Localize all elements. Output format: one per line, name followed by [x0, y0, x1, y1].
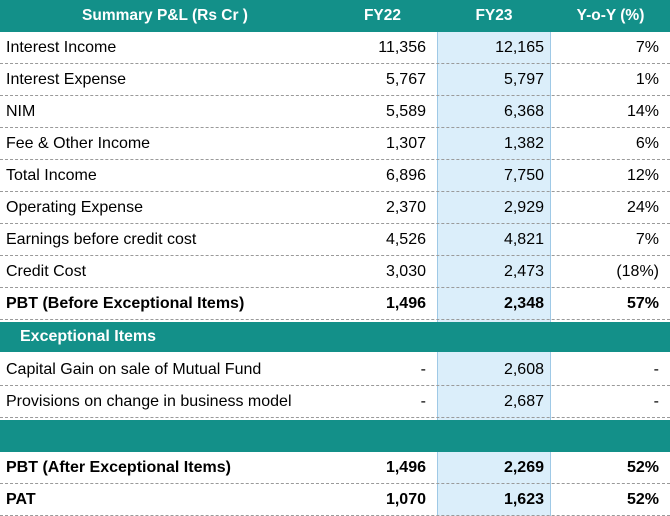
- header-yoy: Y-o-Y (%): [576, 7, 645, 24]
- table-row: PAT 1,070 1,623 52%: [0, 484, 670, 516]
- row-fy23: 1,382: [503, 134, 544, 152]
- row-label: Total Income: [6, 166, 97, 184]
- row-label: Operating Expense: [6, 198, 143, 216]
- exceptional-items-header: Exceptional Items: [0, 322, 670, 352]
- section-divider-band: [0, 420, 670, 452]
- table-row: PBT (Before Exceptional Items) 1,496 2,3…: [0, 288, 670, 320]
- table-row: Credit Cost 3,030 2,473 (18%): [0, 256, 670, 288]
- row-label: Credit Cost: [6, 262, 87, 280]
- table-row: Capital Gain on sale of Mutual Fund - 2,…: [0, 354, 670, 386]
- row-label: NIM: [6, 102, 36, 120]
- row-fy23: 6,368: [503, 102, 544, 120]
- row-yoy: 7%: [635, 38, 659, 56]
- row-yoy: 12%: [626, 166, 659, 184]
- row-fy23: 2,269: [503, 458, 544, 476]
- row-fy22: 2,370: [385, 198, 426, 216]
- row-fy23: 5,797: [503, 70, 544, 88]
- row-fy23: 2,473: [503, 262, 544, 280]
- header-fy23: FY23: [475, 7, 513, 24]
- row-label: Provisions on change in business model: [6, 392, 292, 410]
- table-row: Provisions on change in business model -…: [0, 386, 670, 418]
- row-fy22: 5,767: [385, 70, 426, 88]
- row-label: Fee & Other Income: [6, 134, 151, 152]
- row-fy23: 12,165: [495, 38, 544, 56]
- row-fy23: 2,348: [503, 294, 544, 312]
- row-yoy: (18%): [616, 262, 659, 280]
- table-row: Interest Expense 5,767 5,797 1%: [0, 64, 670, 96]
- row-fy23: 2,687: [503, 392, 544, 410]
- row-yoy: -: [653, 360, 659, 378]
- row-label: Interest Income: [6, 38, 117, 56]
- row-yoy: -: [653, 392, 659, 410]
- row-yoy: 57%: [626, 294, 659, 312]
- row-label: PBT (Before Exceptional Items): [6, 294, 245, 312]
- row-label: PAT: [6, 490, 36, 508]
- row-fy23: 2,929: [503, 198, 544, 216]
- row-fy23: 7,750: [503, 166, 544, 184]
- row-fy22: 1,070: [385, 490, 426, 508]
- table-row: Total Income 6,896 7,750 12%: [0, 160, 670, 192]
- row-fy23: 4,821: [503, 230, 544, 248]
- row-fy22: -: [420, 360, 426, 378]
- table-row: NIM 5,589 6,368 14%: [0, 96, 670, 128]
- row-fy22: 11,356: [378, 38, 426, 56]
- row-fy22: -: [420, 392, 426, 410]
- row-fy23: 1,623: [503, 490, 544, 508]
- row-yoy: 14%: [626, 102, 659, 120]
- row-yoy: 7%: [635, 230, 659, 248]
- header-fy22: FY22: [363, 7, 402, 24]
- row-label: Interest Expense: [6, 70, 127, 88]
- row-fy22: 3,030: [385, 262, 426, 280]
- row-label: PBT (After Exceptional Items): [6, 458, 231, 476]
- row-fy22: 6,896: [385, 166, 426, 184]
- table-row: Interest Income 11,356 12,165 7%: [0, 32, 670, 64]
- header-label: Summary P&L (Rs Cr ): [82, 7, 248, 24]
- row-fy22: 1,496: [385, 294, 426, 312]
- row-fy22: 5,589: [385, 102, 426, 120]
- row-yoy: 52%: [626, 458, 659, 476]
- table-header: Summary P&L (Rs Cr ) FY22 FY23 Y-o-Y (%): [0, 0, 670, 32]
- row-fy22: 4,526: [385, 230, 426, 248]
- row-fy22: 1,307: [385, 134, 426, 152]
- row-fy22: 1,496: [385, 458, 426, 476]
- table-row: Earnings before credit cost 4,526 4,821 …: [0, 224, 670, 256]
- row-fy23: 2,608: [503, 360, 544, 378]
- row-label: Earnings before credit cost: [6, 230, 197, 248]
- row-yoy: 6%: [635, 134, 659, 152]
- row-yoy: 52%: [626, 490, 659, 508]
- table-row: PBT (After Exceptional Items) 1,496 2,26…: [0, 452, 670, 484]
- row-yoy: 1%: [635, 70, 659, 88]
- row-yoy: 24%: [626, 198, 659, 216]
- row-label: Capital Gain on sale of Mutual Fund: [6, 360, 262, 378]
- table-row: Operating Expense 2,370 2,929 24%: [0, 192, 670, 224]
- table-row: Fee & Other Income 1,307 1,382 6%: [0, 128, 670, 160]
- exceptional-items-label: Exceptional Items: [20, 328, 157, 345]
